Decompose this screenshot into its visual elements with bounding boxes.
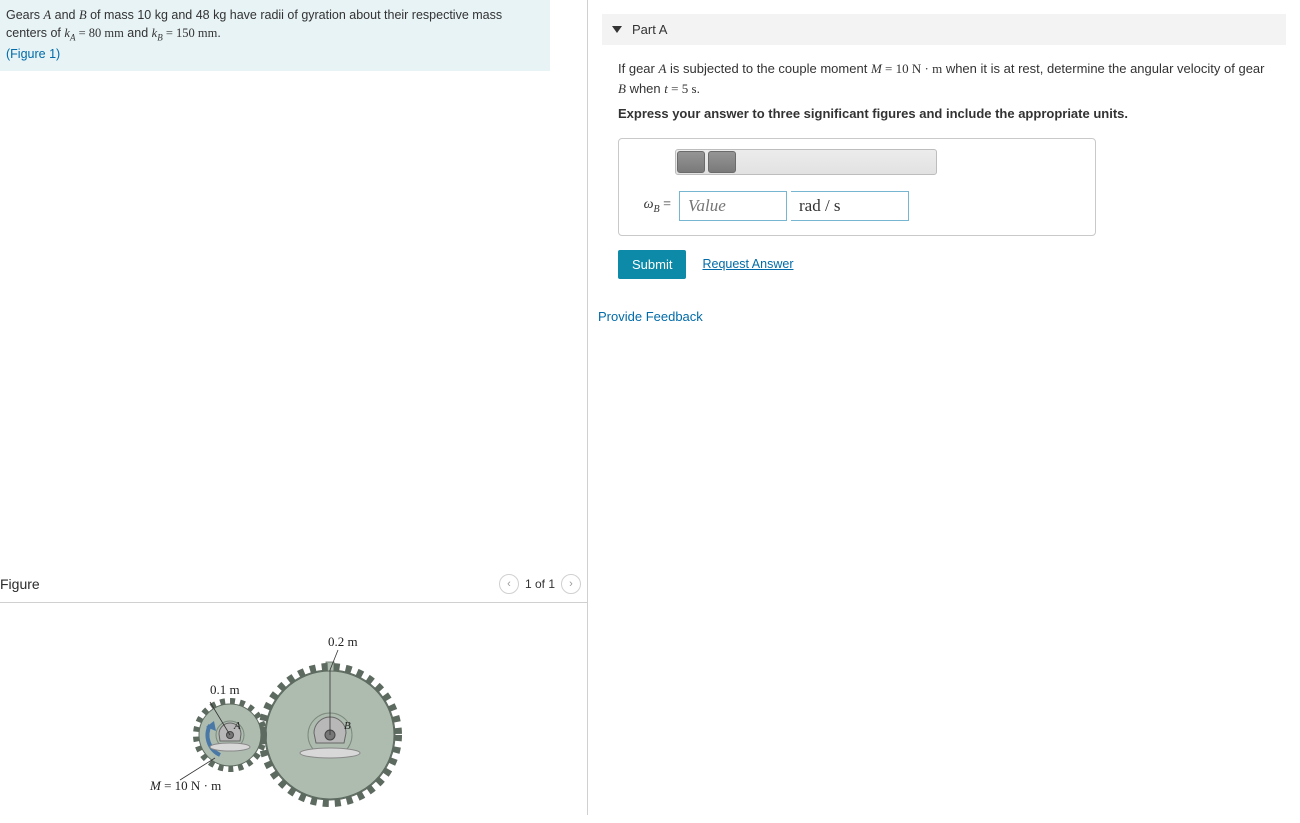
text: . xyxy=(697,81,701,96)
submit-button[interactable]: Submit xyxy=(618,250,686,279)
problem-statement: Gears A and B of mass 10 kg and 48 kg ha… xyxy=(0,0,550,71)
text: when it is at rest, determine the angula… xyxy=(942,61,1264,76)
part-header[interactable]: Part A xyxy=(602,14,1286,45)
val: = 10 N · m xyxy=(882,61,942,76)
text: If gear xyxy=(618,61,658,76)
gear-b-label: B xyxy=(344,720,351,732)
figure-link[interactable]: (Figure 1) xyxy=(6,47,60,61)
var: M xyxy=(871,61,882,76)
question-text: If gear A is subjected to the couple mom… xyxy=(618,59,1270,98)
text: when xyxy=(626,81,664,96)
caret-down-icon xyxy=(612,26,622,33)
provide-feedback-link[interactable]: Provide Feedback xyxy=(598,309,1300,324)
prev-figure-button[interactable]: ‹ xyxy=(499,574,519,594)
figure-counter: 1 of 1 xyxy=(525,577,555,591)
toolbar-button-1[interactable] xyxy=(677,151,705,173)
equals: = xyxy=(660,197,671,212)
text: . xyxy=(217,26,220,40)
part-body: If gear A is subjected to the couple mom… xyxy=(588,45,1300,279)
answer-toolbar xyxy=(675,149,937,175)
figure-diagram: 0.1 m 0.2 m M = 10 N · m A B xyxy=(150,620,430,820)
label-moment: M = 10 N · m xyxy=(150,778,221,794)
text: Gears xyxy=(6,8,44,22)
moment-M: M xyxy=(150,778,161,793)
lhs-label: ωB = xyxy=(629,194,675,217)
toolbar-button-2[interactable] xyxy=(708,151,736,173)
var-B: B xyxy=(79,8,87,22)
text: and xyxy=(51,8,79,22)
part-title: Part A xyxy=(632,22,667,37)
moment-rest: = 10 N · m xyxy=(161,778,221,793)
val: = 5 s xyxy=(668,81,697,96)
var-A: A xyxy=(44,8,52,22)
request-answer-link[interactable]: Request Answer xyxy=(702,255,793,274)
omega: ω xyxy=(644,197,654,212)
val-kB: = 150 mm xyxy=(163,26,218,40)
next-figure-button[interactable]: › xyxy=(561,574,581,594)
figure-pager: ‹ 1 of 1 › xyxy=(499,574,581,594)
submit-row: Submit Request Answer xyxy=(618,250,1270,279)
label-r2: 0.2 m xyxy=(328,634,358,650)
equation-row: ωB = xyxy=(629,191,1085,221)
value-input[interactable] xyxy=(679,191,787,221)
units-input[interactable] xyxy=(791,191,909,221)
var: B xyxy=(618,81,626,96)
figure-title: Figure xyxy=(0,576,40,592)
left-column: Gears A and B of mass 10 kg and 48 kg ha… xyxy=(0,0,587,815)
right-column: Part A If gear A is subjected to the cou… xyxy=(587,0,1300,815)
instruction: Express your answer to three significant… xyxy=(618,104,1270,124)
text: and xyxy=(124,26,152,40)
answer-box: ωB = xyxy=(618,138,1096,236)
figure-header: Figure ‹ 1 of 1 › xyxy=(0,570,587,603)
text: is subjected to the couple moment xyxy=(666,61,871,76)
val-kA: = 80 mm xyxy=(75,26,123,40)
page-layout: Gears A and B of mass 10 kg and 48 kg ha… xyxy=(0,0,1300,815)
label-r1: 0.1 m xyxy=(210,682,240,698)
gear-a-label: A xyxy=(234,720,241,732)
